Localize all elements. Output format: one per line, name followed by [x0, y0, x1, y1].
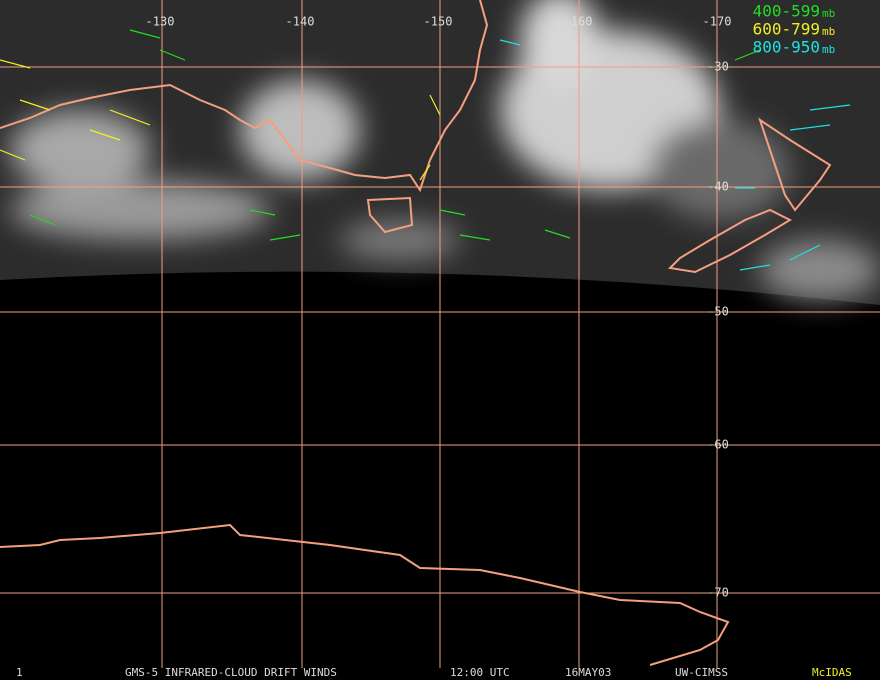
legend-range: 400-599 [753, 2, 820, 21]
legend-unit: mb [822, 43, 835, 56]
legend-range: 800-950 [753, 38, 820, 57]
latitude-label: -50 [707, 305, 729, 319]
longitude-labels: -130 -140 -150 -160 -170 [146, 15, 732, 29]
footer-software: McIDAS [812, 666, 852, 679]
latitude-label: -40 [707, 180, 729, 194]
longitude-label: -130 [146, 15, 175, 29]
legend-unit: mb [822, 25, 835, 38]
wind-barbs [0, 29, 851, 271]
footer-product: GMS-5 INFRARED-CLOUD DRIFT WINDS [125, 666, 337, 679]
legend-range: 600-799 [753, 20, 820, 39]
latitude-label: -30 [707, 60, 729, 74]
footer: 1 GMS-5 INFRARED-CLOUD DRIFT WINDS 12:00 U… [16, 666, 852, 679]
longitude-label: -170 [703, 15, 732, 29]
longitude-label: -140 [286, 15, 315, 29]
footer-frame: 1 [16, 666, 23, 679]
footer-time: 12:00 UTC [450, 666, 510, 679]
latitude-label: -60 [707, 438, 729, 452]
latitude-label: -70 [707, 586, 729, 600]
footer-date: 16MAY03 [565, 666, 611, 679]
longitude-label: -150 [424, 15, 453, 29]
footer-source: UW-CIMSS [675, 666, 728, 679]
latitude-labels: -30 -40 -50 -60 -70 [707, 60, 729, 600]
longitude-label: -160 [564, 15, 593, 29]
coastlines [0, 0, 832, 666]
legend-unit: mb [822, 7, 835, 20]
clouds [10, 0, 880, 300]
